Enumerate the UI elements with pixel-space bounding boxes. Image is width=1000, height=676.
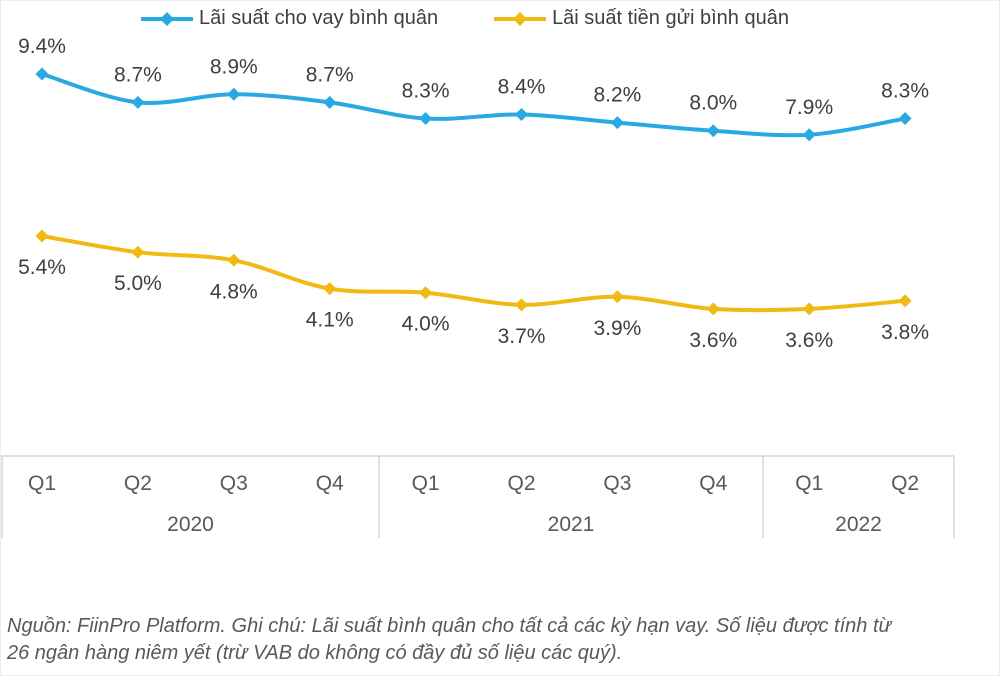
data-point-marker — [706, 302, 720, 316]
data-point-marker — [419, 112, 433, 126]
x-axis-year-label: 2022 — [835, 513, 882, 536]
data-point-label: 8.2% — [593, 84, 641, 107]
data-point-label: 7.9% — [785, 96, 833, 119]
data-point-label: 8.9% — [210, 55, 258, 78]
legend-label-deposit-rate: Lãi suất tiền gửi bình quân — [552, 7, 789, 29]
x-axis-quarter-label: Q4 — [699, 472, 727, 495]
series-line — [40, 72, 908, 138]
data-point-label: 3.6% — [689, 329, 737, 352]
data-point-label: 8.7% — [306, 63, 354, 86]
data-point-label: 9.4% — [18, 35, 66, 58]
data-point-label: 4.1% — [306, 309, 354, 332]
data-point-label: 5.0% — [114, 272, 162, 295]
data-point-label: 8.3% — [402, 80, 450, 103]
x-axis-quarter-label: Q2 — [891, 472, 919, 495]
data-point-marker — [515, 298, 528, 312]
data-point-label: 3.8% — [881, 321, 929, 344]
x-axis-quarter-label: Q3 — [220, 472, 248, 495]
x-axis-quarter-label: Q3 — [603, 472, 631, 495]
x-axis-quarter-label: Q1 — [795, 472, 823, 495]
x-axis-quarter-label: Q2 — [124, 472, 152, 495]
data-point-label: 8.4% — [498, 76, 546, 99]
x-axis-quarter-label: Q2 — [507, 472, 535, 495]
source-note-line-2: 26 ngân hàng niêm yết (trừ VAB do không … — [7, 642, 623, 664]
data-point-marker — [610, 116, 624, 130]
data-point-marker — [131, 95, 145, 109]
data-point-label: 3.9% — [593, 317, 641, 340]
x-axis-quarter-label: Q4 — [316, 472, 344, 495]
data-point-label: 5.4% — [18, 256, 66, 279]
data-point-marker — [323, 95, 337, 109]
data-point-marker — [35, 67, 49, 81]
data-point-label: 8.0% — [689, 92, 737, 115]
legend-item-deposit-rate: Lãi suất tiền gửi bình quân — [494, 7, 789, 30]
x-axis-quarter-label: Q1 — [28, 472, 56, 495]
x-axis-year-label: 2020 — [167, 513, 214, 536]
lending-rate-line-marker-icon — [141, 11, 193, 26]
series-line — [40, 234, 908, 313]
data-point-label: 8.3% — [881, 80, 929, 103]
data-point-marker — [802, 302, 816, 316]
data-point-label: 3.7% — [498, 325, 546, 348]
source-note: Nguồn: FiinPro Platform. Ghi chú: Lãi su… — [7, 613, 993, 667]
line-chart-plot-area: Q1 Q2 Q3 Q4 Q1 Q2 Q3 Q4 Q1 Q2 2020 2021 2022 9.4% 8.7%… — [1, 35, 955, 538]
data-point-label: 3.6% — [785, 329, 833, 352]
data-point-marker — [610, 290, 624, 304]
data-point-marker — [227, 87, 241, 101]
data-point-marker — [227, 253, 241, 267]
deposit-rate-line-marker-icon — [494, 11, 547, 26]
data-point-label: 4.0% — [402, 313, 450, 336]
data-point-marker — [131, 245, 145, 259]
data-point-marker — [323, 282, 337, 296]
data-point-marker — [35, 229, 49, 243]
data-point-marker — [419, 286, 433, 300]
data-point-marker — [898, 112, 912, 126]
data-point-marker — [802, 128, 816, 142]
source-note-line-1: Nguồn: FiinPro Platform. Ghi chú: Lãi su… — [7, 615, 892, 637]
legend-item-lending-rate: Lãi suất cho vay bình quân — [141, 7, 438, 30]
data-point-marker — [515, 108, 528, 121]
chart-legend: Lãi suất cho vay bình quân Lãi suất tiền… — [141, 7, 789, 30]
x-axis-quarter-label: Q1 — [412, 472, 440, 495]
data-point-marker — [706, 124, 720, 138]
data-point-label: 8.7% — [114, 63, 162, 86]
data-point-label: 4.8% — [210, 280, 258, 303]
data-point-marker — [898, 294, 912, 308]
legend-label-lending-rate: Lãi suất cho vay bình quân — [199, 7, 439, 29]
x-axis-year-label: 2021 — [548, 513, 595, 536]
